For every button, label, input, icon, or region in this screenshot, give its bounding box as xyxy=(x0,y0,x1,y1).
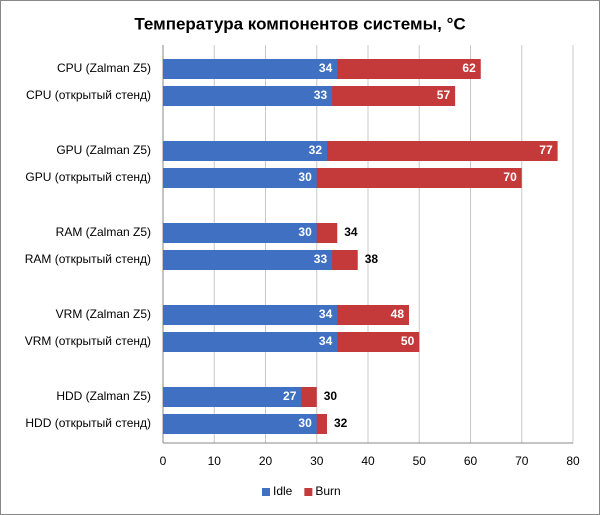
bar xyxy=(163,387,302,407)
y-tick-label: VRM (открытый стенд) xyxy=(25,334,151,348)
data-label: 33 xyxy=(314,88,328,102)
x-tick-label: 20 xyxy=(259,454,273,468)
data-label: 62 xyxy=(462,61,476,75)
data-label: 57 xyxy=(437,88,451,102)
y-tick-label: CPU (открытый стенд) xyxy=(26,88,151,102)
bar xyxy=(163,141,327,161)
data-label: 30 xyxy=(298,225,312,239)
x-tick-label: 70 xyxy=(515,454,529,468)
bar xyxy=(163,223,317,243)
data-label: 50 xyxy=(401,334,415,348)
bar xyxy=(163,168,317,188)
legend-label: Burn xyxy=(315,484,340,498)
y-tick-label: HDD (Zalman Z5) xyxy=(56,389,151,403)
chart-title: Температура компонентов системы, °С xyxy=(134,14,465,33)
y-tick-label: CPU (Zalman Z5) xyxy=(57,61,151,75)
data-label: 33 xyxy=(314,252,328,266)
x-tick-label: 80 xyxy=(566,454,580,468)
bar xyxy=(163,305,338,325)
data-label: 34 xyxy=(319,61,333,75)
data-label: 34 xyxy=(319,334,333,348)
y-tick-label: GPU (Zalman Z5) xyxy=(56,143,151,157)
y-tick-label: VRM (Zalman Z5) xyxy=(56,307,151,321)
legend-label: Idle xyxy=(273,484,293,498)
x-tick-label: 30 xyxy=(310,454,324,468)
x-tick-label: 10 xyxy=(208,454,222,468)
data-label: 30 xyxy=(298,170,312,184)
bar xyxy=(163,59,338,79)
data-label: 77 xyxy=(539,143,553,157)
y-tick-label: RAM (Zalman Z5) xyxy=(56,225,151,239)
data-label: 48 xyxy=(391,307,405,321)
data-label: 27 xyxy=(283,389,297,403)
x-tick-label: 60 xyxy=(464,454,478,468)
y-tick-label: HDD (открытый стенд) xyxy=(25,416,151,430)
data-label: 32 xyxy=(309,143,323,157)
bar xyxy=(163,414,317,434)
x-tick-label: 50 xyxy=(413,454,427,468)
legend-swatch xyxy=(262,488,270,496)
y-tick-label: GPU (открытый стенд) xyxy=(25,170,151,184)
data-label: 34 xyxy=(344,225,358,239)
data-label: 38 xyxy=(365,252,379,266)
bar xyxy=(163,332,338,352)
y-tick-label: RAM (открытый стенд) xyxy=(25,252,151,266)
data-label: 32 xyxy=(334,416,348,430)
bar xyxy=(163,86,333,106)
data-label: 30 xyxy=(298,416,312,430)
x-tick-label: 0 xyxy=(160,454,167,468)
x-tick-label: 40 xyxy=(361,454,375,468)
data-label: 34 xyxy=(319,307,333,321)
legend-swatch xyxy=(304,488,313,496)
data-label: 70 xyxy=(503,170,517,184)
data-label: 30 xyxy=(324,389,338,403)
bar xyxy=(163,250,333,270)
